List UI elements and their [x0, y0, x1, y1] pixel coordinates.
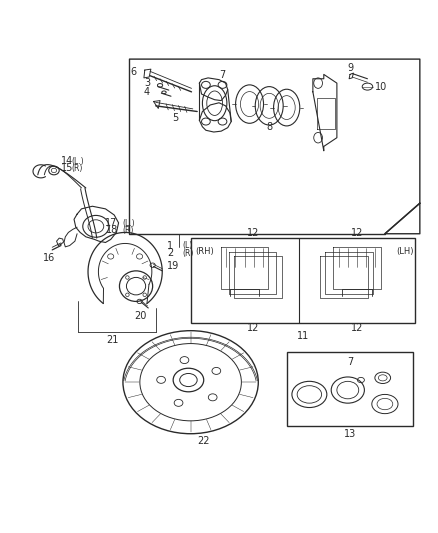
Text: 13: 13 — [344, 430, 356, 439]
Text: 4: 4 — [144, 87, 150, 97]
Text: 8: 8 — [266, 122, 272, 132]
Text: 12: 12 — [351, 228, 363, 238]
Text: 21: 21 — [106, 335, 118, 345]
Text: 1: 1 — [167, 240, 173, 251]
Text: 7: 7 — [347, 357, 353, 367]
Text: 19: 19 — [166, 261, 179, 271]
Text: 7: 7 — [219, 70, 226, 80]
Text: 11: 11 — [297, 332, 309, 341]
Text: 22: 22 — [198, 436, 210, 446]
Text: (R): (R) — [182, 249, 193, 258]
Text: 3: 3 — [144, 78, 150, 88]
Text: (RH): (RH) — [195, 247, 214, 256]
Text: 17: 17 — [105, 218, 118, 228]
Text: 12: 12 — [247, 228, 259, 238]
Text: 2: 2 — [167, 248, 173, 259]
Text: 12: 12 — [351, 322, 363, 333]
Text: (L.): (L.) — [122, 219, 135, 228]
Text: 15: 15 — [61, 163, 73, 173]
Text: 18: 18 — [106, 225, 118, 235]
Bar — [287, 352, 413, 426]
Text: 12: 12 — [247, 322, 259, 333]
Text: 6: 6 — [130, 67, 136, 77]
Text: 10: 10 — [375, 82, 388, 92]
Text: (LH): (LH) — [396, 247, 413, 256]
Text: (L.): (L.) — [71, 157, 84, 166]
Text: (R): (R) — [71, 164, 83, 173]
Text: 5: 5 — [172, 113, 178, 123]
Bar — [191, 238, 416, 323]
Text: 9: 9 — [347, 63, 353, 73]
Text: 14: 14 — [61, 156, 73, 166]
Text: 16: 16 — [42, 253, 55, 263]
Text: (L): (L) — [182, 241, 192, 250]
Text: 20: 20 — [134, 311, 147, 321]
Text: (R): (R) — [122, 226, 134, 235]
